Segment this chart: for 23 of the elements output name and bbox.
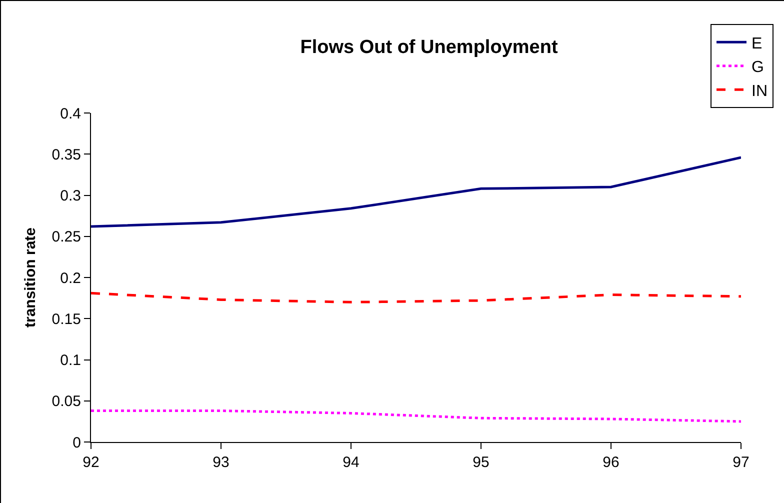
y-tick-label: 0 bbox=[72, 434, 81, 452]
x-tick-label: 94 bbox=[342, 454, 360, 471]
y-tick-label: 0.4 bbox=[60, 105, 81, 122]
y-axis-title: transition rate bbox=[22, 227, 40, 328]
line-series bbox=[91, 410, 741, 423]
y-tick-label: 0.05 bbox=[52, 393, 81, 410]
x-tick-label: 92 bbox=[82, 454, 100, 471]
y-tick-label: 0.3 bbox=[60, 188, 81, 204]
legend-label: IN bbox=[752, 82, 768, 100]
y-tick-label: 0.2 bbox=[60, 270, 81, 287]
y-tick-label: 0.1 bbox=[60, 352, 81, 369]
y-tick-label: 0.35 bbox=[52, 146, 81, 164]
x-tick-label: 93 bbox=[212, 454, 230, 471]
x-tick-label: 96 bbox=[602, 454, 620, 471]
legend-label: E bbox=[752, 35, 762, 52]
y-tick-label: 0.25 bbox=[52, 228, 81, 246]
line-series bbox=[91, 292, 741, 304]
x-tick-label: 97 bbox=[732, 454, 750, 471]
x-tick-label: 95 bbox=[472, 454, 490, 471]
legend-label: G bbox=[752, 59, 764, 76]
line-series bbox=[91, 156, 741, 228]
chart-title: Flows Out of Unemployment bbox=[300, 36, 558, 58]
y-tick-label: 0.15 bbox=[52, 310, 81, 328]
